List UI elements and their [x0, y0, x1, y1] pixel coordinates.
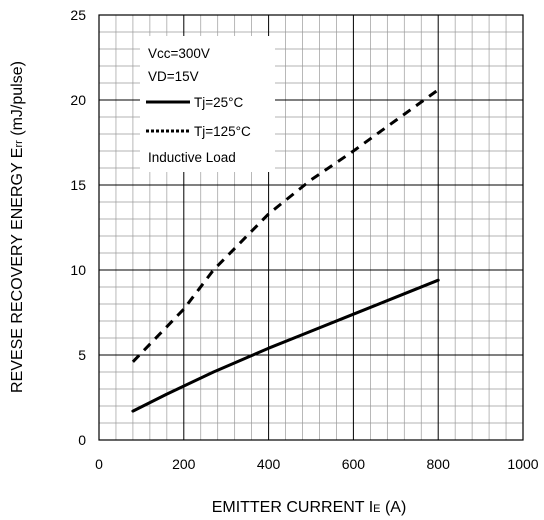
- x-tick-label: 200: [172, 456, 196, 472]
- y-tick-label: 5: [78, 347, 86, 363]
- plot-frame: [98, 14, 524, 441]
- series-line-tj125: [131, 88, 440, 363]
- series-layer: [131, 88, 440, 413]
- y-tick-label: 20: [70, 92, 86, 108]
- legend-background: [140, 36, 275, 172]
- y-axis-title: REVESE RECOVERY ENERGY Err (mJ/pulse): [9, 61, 26, 393]
- y-tick-label: 15: [70, 177, 86, 193]
- series-line-tj25: [131, 278, 440, 413]
- legend: Vcc=300V VD=15V Tj=25°C Tj=125°C Inducti…: [140, 36, 275, 172]
- x-axis-title: EMITTER CURRENT IE (A): [212, 499, 407, 516]
- condition-vd: VD=15V: [148, 69, 199, 84]
- legend-label-tj25: Tj=25°C: [194, 95, 244, 110]
- legend-label-tj125: Tj=125°C: [194, 124, 251, 139]
- condition-vcc: Vcc=300V: [148, 46, 210, 61]
- x-tick-label: 400: [257, 456, 281, 472]
- y-tick-label: 25: [70, 7, 86, 23]
- x-tick-labels: 0 200 400 600 800 1000: [95, 456, 539, 472]
- x-tick-label: 0: [95, 456, 103, 472]
- note-inductive-load: Inductive Load: [148, 150, 236, 165]
- x-tick-label: 600: [342, 456, 366, 472]
- x-tick-label: 800: [427, 456, 451, 472]
- y-tick-label: 10: [70, 262, 86, 278]
- y-tick-label: 0: [78, 432, 86, 448]
- y-tick-labels: 0 5 10 15 20 25: [70, 7, 86, 448]
- x-tick-label: 1000: [507, 456, 538, 472]
